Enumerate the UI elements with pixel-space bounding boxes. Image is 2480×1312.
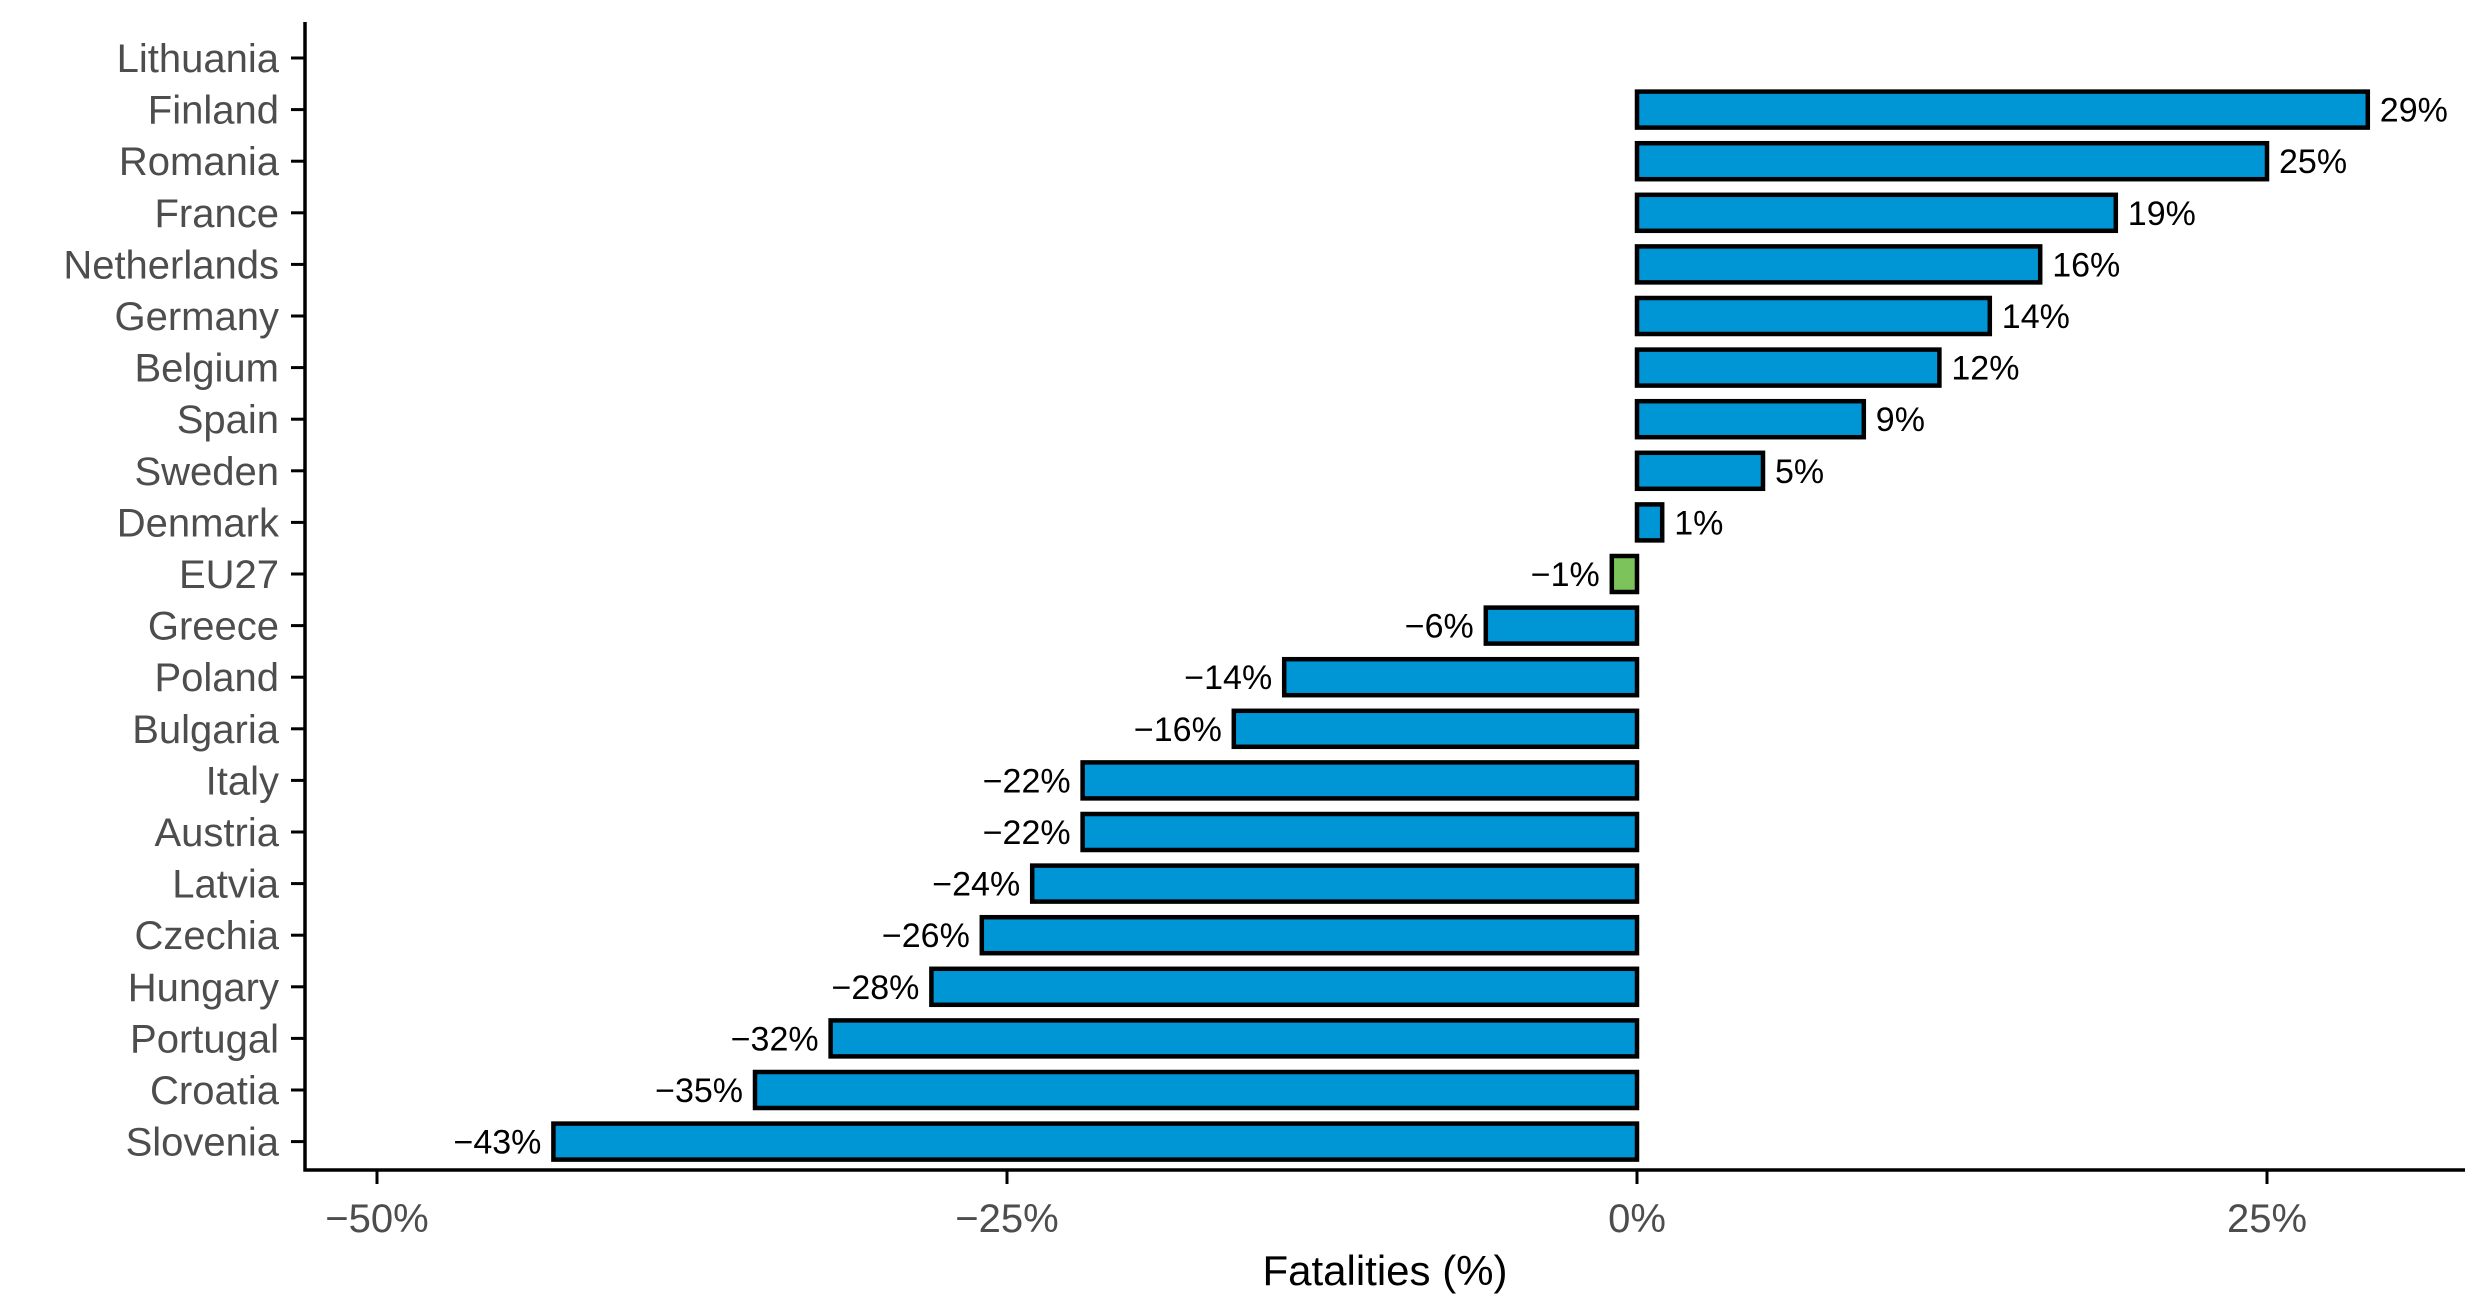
bar-germany bbox=[1634, 295, 1993, 337]
bar-hungary bbox=[929, 966, 1640, 1008]
y-tick-label-sweden: Sweden bbox=[134, 450, 279, 494]
data-label-germany: 14% bbox=[2002, 298, 2070, 336]
bar-poland bbox=[1281, 656, 1640, 698]
bar-sweden bbox=[1634, 450, 1766, 492]
x-tick-label-minus-25-pct: −25% bbox=[955, 1197, 1058, 1241]
x-axis: −50% −25% 0% 25% bbox=[303, 1168, 2465, 1241]
bar-italy bbox=[1080, 760, 1640, 801]
y-tick-label-france: France bbox=[155, 192, 280, 236]
y-tick-label-germany: Germany bbox=[115, 295, 280, 339]
data-label-belgium: 12% bbox=[1951, 350, 2019, 388]
data-label-italy: −22% bbox=[983, 762, 1071, 800]
data-label-austria: −22% bbox=[983, 814, 1071, 852]
y-tick-label-poland: Poland bbox=[154, 656, 279, 700]
bar-belgium bbox=[1634, 347, 1942, 388]
data-label-slovenia: −43% bbox=[453, 1124, 541, 1162]
data-label-romania: 25% bbox=[2279, 143, 2347, 181]
bar-slovenia bbox=[551, 1121, 1640, 1162]
y-tick-label-lithuania: Lithuania bbox=[117, 37, 280, 81]
y-tick-label-belgium: Belgium bbox=[134, 347, 279, 391]
data-label-czechia: −26% bbox=[882, 917, 970, 955]
x-tick-label-minus-50-pct: −50% bbox=[325, 1197, 428, 1241]
data-label-portugal: −32% bbox=[731, 1020, 819, 1058]
y-tick-label-croatia: Croatia bbox=[150, 1069, 280, 1113]
data-label-spain: 9% bbox=[1876, 401, 1925, 439]
y-tick-label-romania: Romania bbox=[119, 140, 280, 184]
y-tick-label-latvia: Latvia bbox=[172, 863, 279, 907]
data-label-croatia: −35% bbox=[655, 1072, 743, 1110]
y-tick-label-hungary: Hungary bbox=[128, 966, 279, 1010]
bar-romania bbox=[1634, 140, 2270, 182]
y-tick-label-slovenia: Slovenia bbox=[126, 1121, 280, 1165]
bar-portugal bbox=[828, 1018, 1640, 1059]
data-label-latvia: −24% bbox=[932, 866, 1020, 904]
bar-france bbox=[1634, 192, 2119, 234]
x-tick-label-0-pct: 0% bbox=[1608, 1197, 1666, 1241]
data-label-poland: −14% bbox=[1184, 659, 1272, 697]
x-tick-label-25-pct: 25% bbox=[2227, 1197, 2307, 1241]
y-tick-label-greece: Greece bbox=[148, 605, 279, 649]
y-tick-label-eu27: EU27 bbox=[179, 553, 279, 597]
data-label-sweden: 5% bbox=[1775, 453, 1824, 491]
y-axis: Lithuania Finland Romania France Netherlands… bbox=[63, 22, 307, 1172]
y-tick-label-czechia: Czechia bbox=[134, 914, 279, 958]
data-label-denmark: 1% bbox=[1674, 504, 1723, 542]
x-axis-title: Fatalities (%) bbox=[1262, 1247, 1507, 1294]
bar-denmark bbox=[1634, 502, 1665, 543]
bar-netherlands bbox=[1634, 244, 2043, 285]
bar-eu27 bbox=[1609, 553, 1640, 595]
data-label-bulgaria: −16% bbox=[1134, 711, 1222, 749]
bar-croatia bbox=[752, 1069, 1640, 1111]
y-tick-label-portugal: Portugal bbox=[130, 1017, 279, 1061]
bar-finland bbox=[1634, 89, 2371, 130]
data-label-finland: 29% bbox=[2380, 92, 2448, 130]
data-label-hungary: −28% bbox=[831, 969, 919, 1007]
data-labels-group: 29% 25% 19%16% 14% 12% 9% 5% 1% −1% −6% −14% −16% −2… bbox=[453, 92, 2447, 1162]
bars-group bbox=[551, 89, 2371, 1162]
bar-czechia bbox=[979, 914, 1640, 956]
bar-greece bbox=[1483, 605, 1640, 646]
y-tick-label-finland: Finland bbox=[148, 89, 279, 133]
data-label-france: 19% bbox=[2128, 195, 2196, 233]
bar-spain bbox=[1634, 398, 1867, 440]
y-tick-label-netherlands: Netherlands bbox=[63, 243, 279, 287]
bar-bulgaria bbox=[1231, 708, 1640, 750]
data-label-eu27: −1% bbox=[1531, 556, 1600, 594]
bar-latvia bbox=[1029, 863, 1640, 904]
y-tick-label-austria: Austria bbox=[155, 811, 280, 855]
y-tick-label-bulgaria: Bulgaria bbox=[132, 708, 280, 752]
bar-austria bbox=[1080, 811, 1640, 853]
data-label-greece: −6% bbox=[1405, 608, 1474, 646]
y-tick-label-spain: Spain bbox=[177, 398, 279, 442]
y-tick-label-denmark: Denmark bbox=[117, 501, 280, 545]
data-label-netherlands: 16% bbox=[2052, 246, 2120, 284]
y-tick-label-italy: Italy bbox=[206, 759, 279, 803]
